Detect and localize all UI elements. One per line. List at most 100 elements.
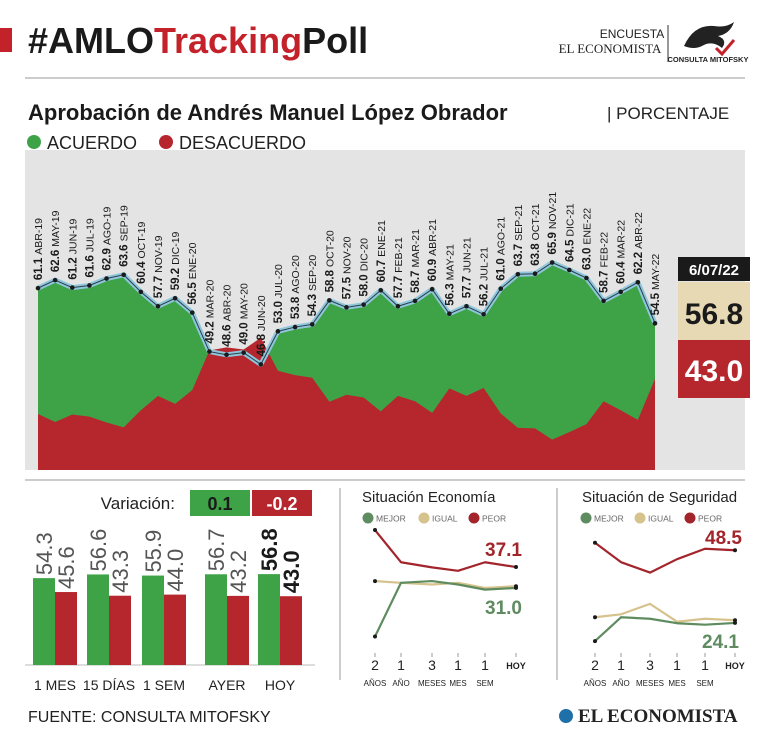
x-tick-label: 3: [428, 657, 436, 673]
point-label: 63.0 ENE-22: [581, 208, 593, 270]
point: [532, 271, 538, 277]
legend-swatch: [27, 135, 41, 149]
variation-box: [190, 490, 250, 516]
point: [412, 298, 418, 304]
bar: [87, 574, 109, 665]
point: [344, 305, 349, 310]
point-label: 60.7 ENE-21: [376, 220, 388, 282]
survey-label: ENCUESTA: [600, 27, 664, 41]
point-label: 61.2 JUN-19: [67, 218, 79, 279]
paper-label: EL ECONOMISTA: [559, 41, 662, 56]
line: [374, 529, 517, 572]
x-tick-label: 2: [591, 657, 599, 673]
date-box: [678, 257, 750, 281]
legend-swatch: [362, 512, 374, 524]
x-tick-label: MES: [449, 679, 466, 688]
x-tick-label: AÑOS: [364, 679, 387, 688]
point-label: 63.8 OCT-21: [530, 203, 542, 265]
bar-label: 45.6: [54, 546, 79, 589]
pollster-label: CONSULTA MITOFSKY: [668, 55, 749, 64]
point-value: 61.2: [67, 257, 79, 279]
bar: [33, 578, 55, 665]
point-date: JUL-20: [273, 264, 285, 298]
point-value: 58.7: [599, 271, 611, 293]
point-label: 57.7 FEB-21: [393, 237, 405, 298]
point-label: 58.0 DIC-20: [359, 238, 371, 297]
point-label: 54.3 SEP-20: [307, 255, 319, 317]
point-label: 49.0 MAY-20: [239, 283, 251, 345]
point: [35, 285, 41, 291]
current-box: [678, 340, 750, 398]
point-date: NOV-19: [153, 235, 165, 273]
point-label: 62.9 AGO-19: [102, 206, 114, 270]
point-label: 60.4 MAR-22: [616, 220, 628, 284]
x-tick-label: SEM: [696, 679, 714, 688]
point-label: 61.0 AGO-21: [496, 217, 508, 281]
legend-swatch: [468, 512, 480, 524]
point-label: 62.2 ABR-22: [633, 212, 645, 274]
point-value: 60.7: [376, 260, 388, 282]
point-date: ENE-20: [187, 242, 199, 279]
point-label: 63.7 SEP-21: [513, 205, 525, 267]
x-tick-label: HOY: [506, 661, 526, 671]
point: [121, 272, 126, 278]
point-value: 56.5: [187, 282, 199, 305]
x-tick-label: 1 SEM: [143, 677, 185, 693]
point: [481, 311, 486, 317]
point-date: DIC-19: [170, 231, 182, 264]
point-date: MAY-19: [50, 210, 62, 246]
title-part: #AMLO: [28, 20, 154, 61]
bar-label: 54.3: [32, 532, 57, 575]
point: [258, 362, 264, 367]
point-date: AGO-19: [102, 206, 114, 245]
point-date: OCT-20: [324, 230, 336, 267]
point-date: ABR-21: [427, 219, 439, 256]
point-date: AGO-21: [496, 217, 508, 256]
line: [594, 541, 736, 574]
point-value: 57.7: [393, 276, 405, 298]
x-tick-label: AÑO: [612, 679, 629, 688]
point: [464, 303, 469, 309]
point-date: ENE-22: [581, 208, 593, 245]
x-tick-label: HOY: [265, 677, 296, 693]
point-value: 49.2: [204, 321, 216, 343]
x-tick-label: AÑOS: [584, 679, 607, 688]
legend-label: MEJOR: [594, 514, 624, 524]
point-value: 49.0: [239, 322, 251, 344]
value-label: 48.5: [705, 528, 742, 549]
point-value: 56.2: [479, 284, 491, 306]
point-label: 49.2 MAR-20: [204, 280, 216, 344]
main-title: #AMLOTrackingPoll: [28, 20, 368, 61]
point-label: 60.4 OCT-19: [136, 222, 148, 284]
point: [189, 310, 195, 315]
bar-label: 44.0: [163, 549, 188, 592]
point: [652, 321, 658, 326]
bar: [280, 596, 302, 665]
point-value: 58.7: [410, 271, 422, 293]
variation-value: 0.1: [207, 494, 232, 514]
point-label: 58.8 OCT-20: [324, 230, 336, 292]
legend-label: MEJOR: [376, 514, 406, 524]
title-part: Poll: [302, 20, 368, 61]
point-label: 53.8 AGO-20: [290, 255, 302, 319]
legend-label: DESACUERDO: [179, 133, 306, 153]
point-label: 57.7 NOV-19: [153, 235, 165, 298]
bar-label: 56.7: [204, 528, 229, 571]
point-label: 56.5 ENE-20: [187, 242, 199, 304]
point-value: 59.2: [170, 268, 182, 290]
x-tick-label: 3: [646, 657, 654, 673]
bar: [205, 574, 227, 665]
point-date: AGO-20: [290, 255, 302, 294]
point-date: OCT-21: [530, 203, 542, 240]
point: [601, 298, 606, 304]
point: [207, 349, 212, 354]
legend-swatch: [684, 512, 696, 524]
end-point: [733, 548, 737, 553]
point-value: 63.8: [530, 243, 542, 266]
chart-title: Aprobación de Andrés Manuel López Obrado…: [28, 100, 508, 125]
current-value: 43.0: [685, 355, 743, 388]
x-tick-label: HOY: [725, 661, 745, 671]
point-date: MAY-20: [239, 283, 251, 319]
point-value: 57.7: [461, 276, 473, 298]
point-value: 65.9: [547, 232, 559, 254]
